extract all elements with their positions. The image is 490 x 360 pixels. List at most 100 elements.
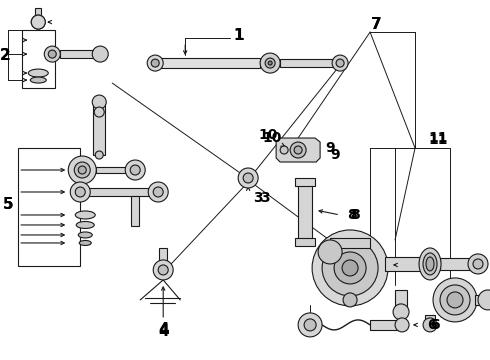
Text: 4: 4 [158, 324, 169, 339]
Circle shape [125, 160, 145, 180]
Bar [395, 290, 407, 310]
Circle shape [343, 293, 357, 307]
Circle shape [44, 46, 60, 62]
Bar [295, 178, 315, 186]
Circle shape [334, 252, 366, 284]
Bar [440, 258, 475, 270]
Circle shape [74, 162, 90, 178]
Circle shape [473, 259, 483, 269]
Circle shape [153, 260, 173, 280]
Circle shape [94, 107, 104, 117]
Ellipse shape [423, 253, 437, 275]
Circle shape [294, 146, 302, 154]
Circle shape [265, 58, 275, 68]
Text: 5: 5 [3, 198, 14, 212]
Bar [425, 315, 435, 325]
Ellipse shape [419, 248, 441, 280]
Circle shape [393, 304, 409, 320]
Circle shape [148, 182, 168, 202]
Text: 8: 8 [350, 208, 360, 222]
Text: 2: 2 [0, 48, 11, 63]
Circle shape [433, 278, 477, 322]
Circle shape [68, 156, 96, 184]
Bar [295, 238, 315, 246]
Bar [330, 238, 370, 248]
Circle shape [440, 285, 470, 315]
Circle shape [151, 59, 159, 67]
Text: 6: 6 [427, 318, 437, 332]
Text: 5: 5 [3, 198, 14, 212]
Bar [80, 188, 155, 196]
Circle shape [147, 55, 163, 71]
Bar [370, 320, 398, 330]
Ellipse shape [78, 232, 92, 238]
Circle shape [312, 230, 388, 306]
Circle shape [318, 240, 342, 264]
Polygon shape [276, 138, 320, 162]
Circle shape [153, 187, 163, 197]
Text: 9: 9 [325, 141, 335, 155]
Bar [22, 30, 55, 88]
Bar [160, 58, 260, 68]
Circle shape [332, 55, 348, 71]
Circle shape [395, 318, 409, 332]
Text: 9: 9 [330, 148, 340, 162]
Circle shape [304, 319, 316, 331]
Circle shape [280, 146, 288, 154]
Text: 6: 6 [430, 318, 440, 332]
Circle shape [158, 265, 168, 275]
Ellipse shape [28, 69, 49, 77]
Circle shape [336, 59, 344, 67]
Ellipse shape [426, 257, 434, 271]
Text: 11: 11 [428, 131, 448, 145]
Circle shape [290, 142, 306, 158]
Circle shape [298, 313, 322, 337]
Circle shape [423, 318, 437, 332]
Circle shape [92, 46, 108, 62]
Circle shape [478, 290, 490, 310]
Circle shape [130, 165, 140, 175]
Ellipse shape [30, 77, 46, 83]
Bar [60, 50, 95, 58]
Text: 11: 11 [428, 133, 448, 147]
Circle shape [75, 187, 85, 197]
Circle shape [49, 50, 56, 58]
Ellipse shape [75, 211, 95, 219]
Text: 10: 10 [258, 128, 278, 142]
Text: 1: 1 [233, 28, 244, 42]
Ellipse shape [79, 240, 91, 246]
Text: 4: 4 [158, 323, 169, 337]
Bar [385, 257, 425, 271]
Bar [96, 167, 131, 173]
Text: 2: 2 [0, 48, 11, 63]
Text: 7: 7 [371, 17, 381, 32]
Bar [131, 196, 139, 226]
Text: 1: 1 [233, 28, 244, 42]
Bar [280, 59, 335, 67]
Text: 10: 10 [263, 131, 282, 145]
Circle shape [95, 151, 103, 159]
Bar [475, 295, 490, 305]
Text: 8: 8 [347, 208, 357, 222]
Text: 3: 3 [260, 191, 270, 205]
Circle shape [447, 292, 463, 308]
Circle shape [268, 61, 272, 65]
Circle shape [468, 254, 488, 274]
Circle shape [78, 166, 86, 174]
Circle shape [31, 15, 45, 29]
Circle shape [322, 240, 378, 296]
Bar [298, 185, 312, 240]
Circle shape [342, 260, 358, 276]
Text: 7: 7 [371, 17, 381, 32]
Bar [93, 100, 105, 155]
Ellipse shape [76, 221, 94, 229]
Bar [159, 248, 167, 270]
Text: 3: 3 [253, 191, 263, 205]
Circle shape [70, 182, 90, 202]
Circle shape [238, 168, 258, 188]
Bar [35, 8, 41, 22]
Circle shape [243, 173, 253, 183]
Bar [18, 148, 80, 266]
Circle shape [92, 95, 106, 109]
Circle shape [260, 53, 280, 73]
